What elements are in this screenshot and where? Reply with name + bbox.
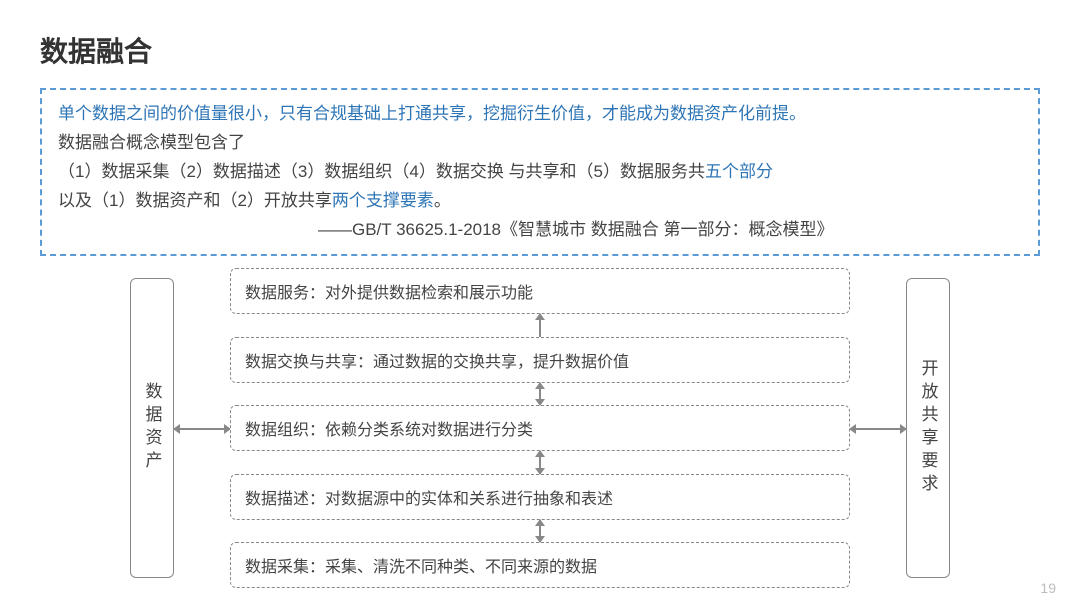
pillar-right: 开放共享要求 <box>906 278 950 578</box>
page-number: 19 <box>1040 580 1056 596</box>
callout-line3-hl: 五个部分 <box>705 162 773 181</box>
layer-1: 数据交换与共享：通过数据的交换共享，提升数据价值 <box>230 337 850 383</box>
pillar-left: 数据资产 <box>130 278 174 578</box>
callout-lead: 单个数据之间的价值量很小，只有合规基础上打通共享，挖掘衍生价值，才能成为数据资产… <box>58 104 806 123</box>
callout-line4-pre: 以及（1）数据资产和（2）开放共享 <box>58 191 332 210</box>
v-connector-3 <box>539 520 541 543</box>
page-title: 数据融合 <box>40 30 1040 70</box>
callout-box: 单个数据之间的价值量很小，只有合规基础上打通共享，挖掘衍生价值，才能成为数据资产… <box>40 88 1040 256</box>
v-connector-1 <box>539 383 541 406</box>
diagram: 数据资产 开放共享要求 数据服务：对外提供数据检索和展示功能 数据交换与共享：通… <box>130 268 950 598</box>
v-connector-0 <box>539 314 541 337</box>
arrow-right <box>850 428 906 430</box>
callout-line2: 数据融合概念模型包含了 <box>58 133 245 152</box>
v-connector-2 <box>539 451 541 474</box>
callout-line3-pre: （1）数据采集（2）数据描述（3）数据组织（4）数据交换 与共享和（5）数据服务… <box>58 162 705 181</box>
callout-line4-hl: 两个支撑要素 <box>332 191 434 210</box>
arrow-left <box>174 428 230 430</box>
layer-2: 数据组织：依赖分类系统对数据进行分类 <box>230 405 850 451</box>
callout-source: ——GB/T 36625.1-2018《智慧城市 数据融合 第一部分：概念模型》 <box>58 216 1022 245</box>
callout-line4-post: 。 <box>434 191 451 210</box>
layer-4: 数据采集：采集、清洗不同种类、不同来源的数据 <box>230 542 850 588</box>
layer-0: 数据服务：对外提供数据检索和展示功能 <box>230 268 850 314</box>
layer-3: 数据描述：对数据源中的实体和关系进行抽象和表述 <box>230 474 850 520</box>
